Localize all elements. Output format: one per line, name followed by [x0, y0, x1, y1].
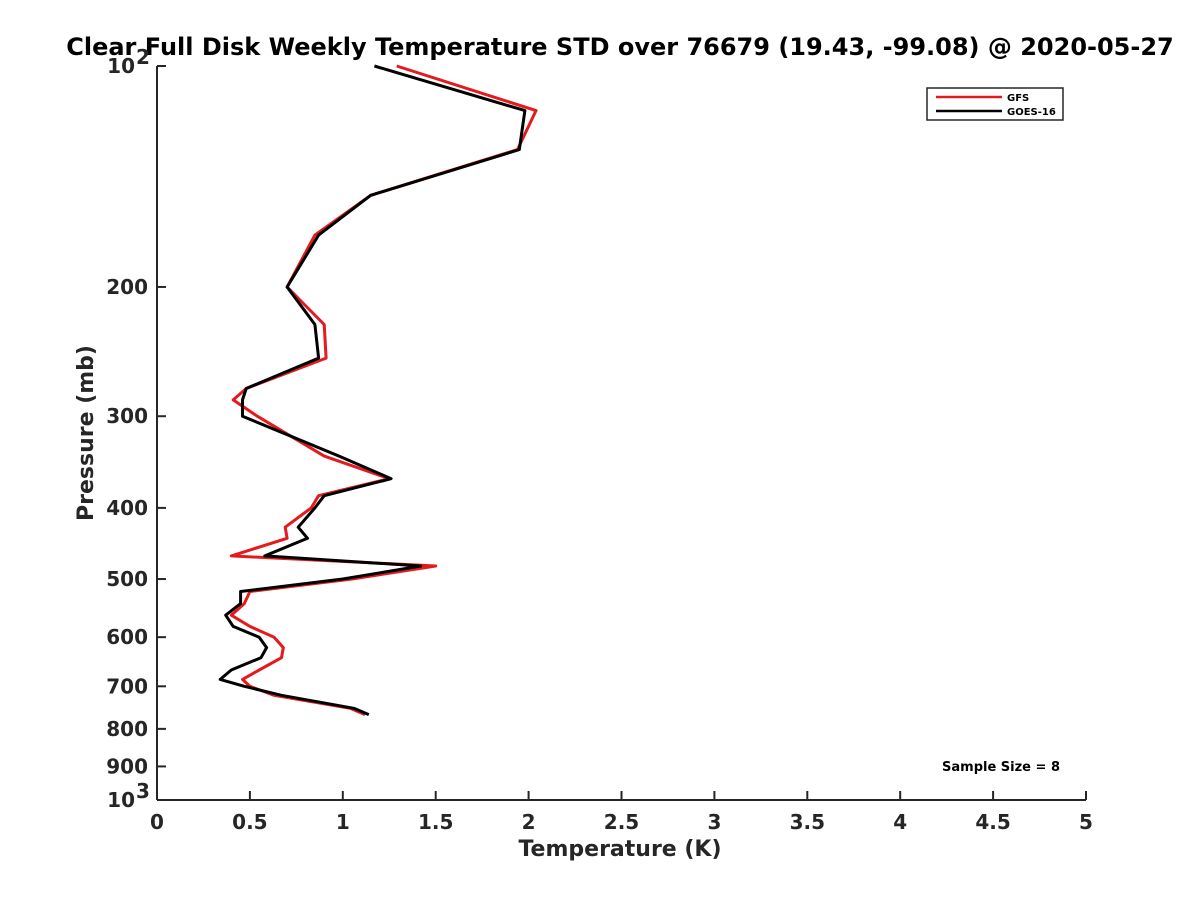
legend-label-goes16: GOES-16 — [1007, 107, 1056, 118]
x-tick-label: 3.5 — [790, 810, 825, 834]
series-line-goes16 — [218, 64, 527, 716]
x-tick-label: 0.5 — [232, 810, 267, 834]
x-axis-label: Temperature (K) — [518, 837, 721, 862]
legend-label-gfs: GFS — [1007, 93, 1029, 104]
x-tick-label: 2 — [522, 810, 536, 834]
y-tick-label: 10 — [107, 788, 135, 812]
x-tick-label: 4.5 — [975, 810, 1010, 834]
y-tick-label: 500 — [106, 567, 148, 591]
y-tick-label: 700 — [106, 674, 148, 698]
x-tick-label: 1 — [336, 810, 350, 834]
series-line-gfs — [229, 64, 538, 716]
y-tick-exponent: 2 — [136, 45, 150, 69]
sample-size-annotation: Sample Size = 8 — [942, 760, 1060, 775]
y-tick-label: 200 — [106, 275, 148, 299]
x-tick-label: 0 — [150, 810, 164, 834]
y-axis-label: Pressure (mb) — [74, 345, 99, 521]
x-ticks: 0 0.5 1 1.5 2 2.5 3 3.5 4 4.5 5 — [150, 791, 1093, 834]
x-tick-label: 5 — [1079, 810, 1093, 834]
x-tick-label: 3 — [707, 810, 721, 834]
y-tick-label: 400 — [106, 496, 148, 520]
x-tick-label: 1.5 — [418, 810, 453, 834]
y-tick-label: 900 — [106, 754, 148, 778]
y-tick-label: 800 — [106, 717, 148, 741]
x-tick-label: 2.5 — [604, 810, 639, 834]
y-tick-label: 300 — [106, 404, 148, 428]
legend-box — [926, 87, 1064, 121]
x-tick-label: 4 — [893, 810, 907, 834]
y-tick-label: 10 — [107, 54, 135, 78]
series-lines — [218, 64, 538, 716]
axes — [156, 66, 1086, 801]
y-tick-exponent: 3 — [136, 779, 150, 803]
legend: GFS GOES-16 — [926, 87, 1064, 121]
y-tick-label: 600 — [106, 625, 148, 649]
chart-title: Clear Full Disk Weekly Temperature STD o… — [66, 33, 1174, 61]
